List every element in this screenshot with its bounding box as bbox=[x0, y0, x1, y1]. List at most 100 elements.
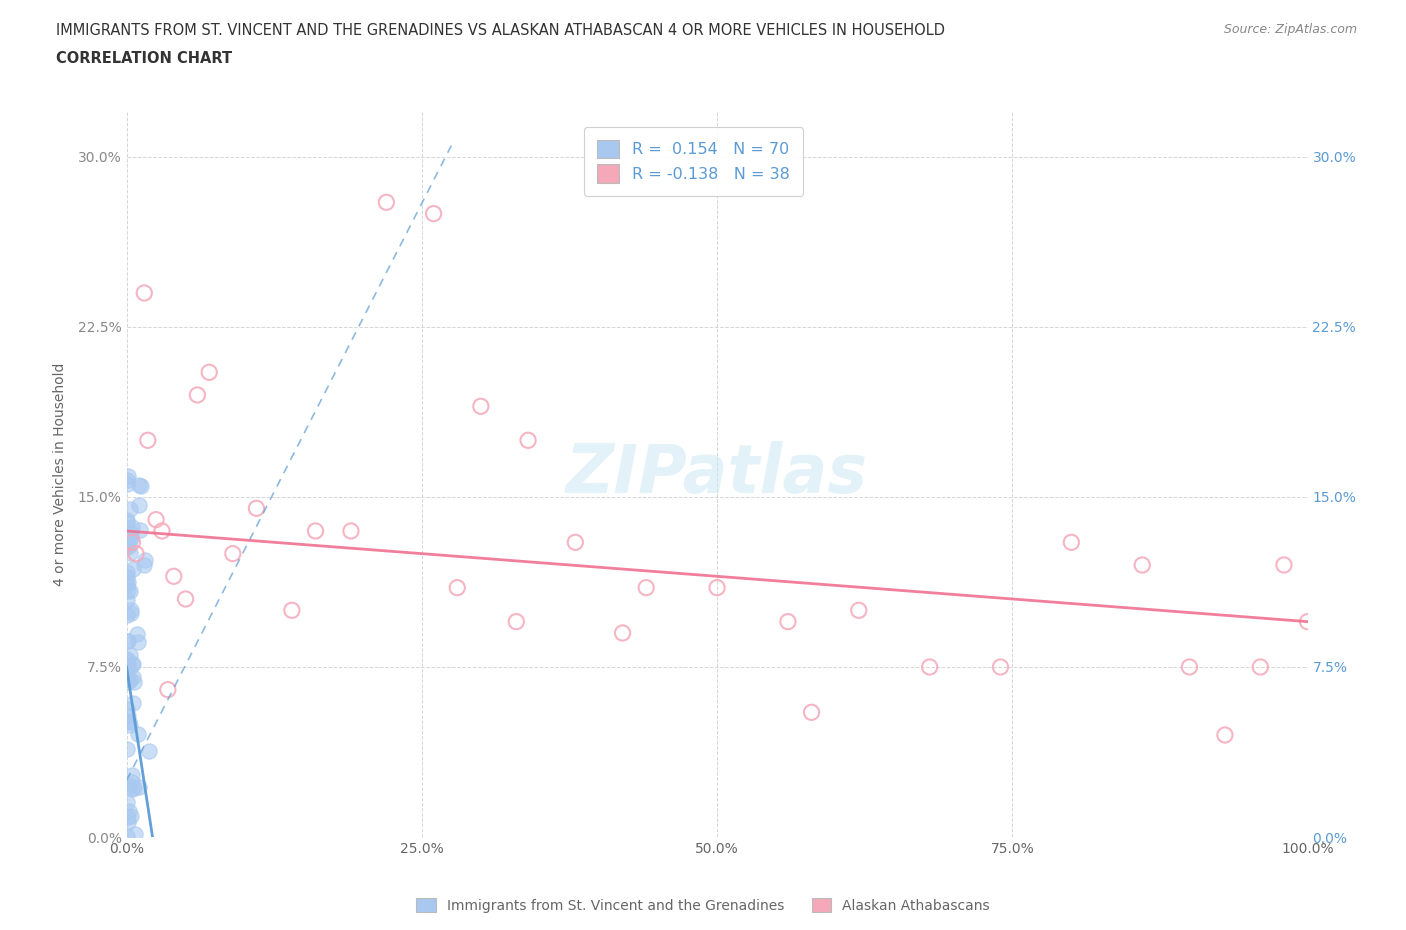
Point bbox=[115, 829, 138, 844]
Point bbox=[115, 569, 138, 584]
Point bbox=[115, 578, 138, 592]
Point bbox=[1272, 558, 1295, 573]
Point bbox=[129, 523, 152, 538]
Text: Source: ZipAtlas.com: Source: ZipAtlas.com bbox=[1223, 23, 1357, 36]
Point bbox=[115, 671, 138, 686]
Point bbox=[125, 627, 148, 642]
Point bbox=[121, 781, 143, 796]
Point bbox=[118, 778, 141, 793]
Point bbox=[848, 603, 870, 618]
Point bbox=[134, 286, 156, 300]
Point bbox=[245, 501, 267, 516]
Point bbox=[115, 515, 138, 530]
Point bbox=[122, 562, 145, 577]
Point bbox=[304, 524, 326, 538]
Point bbox=[122, 780, 145, 795]
Point bbox=[127, 634, 149, 649]
Point bbox=[115, 539, 138, 554]
Point bbox=[117, 741, 139, 756]
Text: CORRELATION CHART: CORRELATION CHART bbox=[56, 51, 232, 66]
Point bbox=[340, 524, 363, 538]
Point bbox=[122, 674, 145, 689]
Point bbox=[124, 827, 146, 842]
Point bbox=[120, 530, 142, 545]
Point bbox=[636, 580, 658, 595]
Point bbox=[120, 502, 142, 517]
Point bbox=[1249, 659, 1271, 674]
Point bbox=[446, 580, 468, 595]
Point bbox=[115, 472, 138, 487]
Point bbox=[1178, 659, 1201, 674]
Point bbox=[1296, 614, 1319, 629]
Point bbox=[121, 657, 143, 671]
Point bbox=[375, 195, 398, 210]
Point bbox=[134, 552, 156, 567]
Point bbox=[121, 775, 143, 790]
Point bbox=[776, 614, 799, 629]
Point bbox=[706, 580, 728, 595]
Point bbox=[117, 512, 139, 527]
Point bbox=[117, 565, 139, 579]
Point bbox=[118, 717, 141, 732]
Point bbox=[117, 633, 139, 648]
Point bbox=[163, 569, 186, 584]
Point bbox=[115, 795, 138, 810]
Point bbox=[120, 648, 142, 663]
Point bbox=[127, 726, 149, 741]
Point bbox=[117, 658, 139, 672]
Point bbox=[1213, 727, 1236, 742]
Point bbox=[918, 659, 941, 674]
Point bbox=[121, 520, 143, 535]
Point bbox=[1060, 535, 1083, 550]
Point bbox=[121, 657, 143, 671]
Point bbox=[120, 545, 142, 560]
Point bbox=[121, 535, 143, 550]
Text: ZIPatlas: ZIPatlas bbox=[567, 442, 868, 507]
Point bbox=[990, 659, 1012, 674]
Point bbox=[115, 652, 138, 667]
Point bbox=[125, 546, 148, 561]
Point bbox=[118, 538, 141, 553]
Point bbox=[132, 557, 155, 572]
Point bbox=[117, 674, 139, 689]
Point bbox=[470, 399, 492, 414]
Point bbox=[505, 614, 527, 629]
Point bbox=[117, 532, 139, 547]
Point bbox=[117, 574, 139, 589]
Point bbox=[118, 672, 141, 687]
Point bbox=[115, 701, 138, 716]
Point bbox=[612, 626, 634, 641]
Point bbox=[156, 683, 179, 698]
Point bbox=[115, 476, 138, 491]
Point bbox=[121, 670, 143, 684]
Point bbox=[122, 696, 145, 711]
Point bbox=[120, 603, 142, 618]
Point bbox=[120, 809, 142, 824]
Point bbox=[117, 653, 139, 668]
Point bbox=[115, 670, 138, 684]
Text: IMMIGRANTS FROM ST. VINCENT AND THE GRENADINES VS ALASKAN ATHABASCAN 4 OR MORE V: IMMIGRANTS FROM ST. VINCENT AND THE GREN… bbox=[56, 23, 945, 38]
Point bbox=[138, 743, 160, 758]
Point bbox=[115, 714, 138, 729]
Point bbox=[129, 478, 152, 493]
Point bbox=[422, 206, 444, 221]
Point bbox=[121, 767, 143, 782]
Point bbox=[117, 709, 139, 724]
Point bbox=[115, 592, 138, 607]
Point bbox=[118, 662, 141, 677]
Point bbox=[118, 804, 141, 818]
Point bbox=[117, 634, 139, 649]
Y-axis label: 4 or more Vehicles in Household: 4 or more Vehicles in Household bbox=[52, 363, 66, 586]
Point bbox=[800, 705, 823, 720]
Point bbox=[564, 535, 586, 550]
Point bbox=[128, 477, 150, 492]
Point bbox=[115, 608, 138, 623]
Point bbox=[517, 432, 540, 447]
Legend: Immigrants from St. Vincent and the Grenadines, Alaskan Athabascans: Immigrants from St. Vincent and the Gren… bbox=[411, 893, 995, 919]
Point bbox=[222, 546, 245, 561]
Point bbox=[120, 525, 142, 540]
Point bbox=[136, 432, 159, 447]
Point bbox=[186, 388, 208, 403]
Point bbox=[118, 583, 141, 598]
Point bbox=[281, 603, 304, 618]
